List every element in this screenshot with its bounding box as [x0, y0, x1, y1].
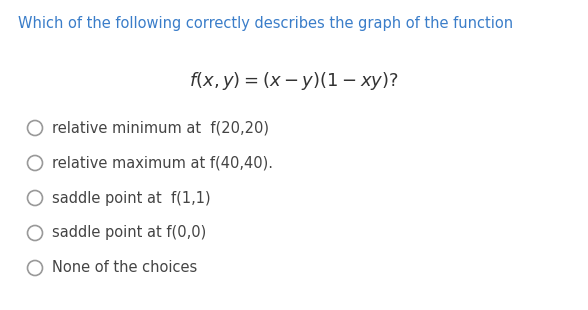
Text: saddle point at f(0,0): saddle point at f(0,0)	[52, 225, 206, 241]
Text: relative minimum at  f(20,20): relative minimum at f(20,20)	[52, 121, 269, 135]
Text: saddle point at  f(1,1): saddle point at f(1,1)	[52, 191, 211, 206]
Text: Which of the following correctly describes the graph of the function: Which of the following correctly describ…	[18, 16, 513, 31]
Text: $\mathit{f}(\mathit{x},\mathit{y})=(\mathit{x}-\mathit{y})(1-\mathit{x}\mathit{y: $\mathit{f}(\mathit{x},\mathit{y})=(\mat…	[189, 70, 399, 92]
Text: relative maximum at f(40,40).: relative maximum at f(40,40).	[52, 156, 273, 171]
Text: None of the choices: None of the choices	[52, 260, 197, 276]
